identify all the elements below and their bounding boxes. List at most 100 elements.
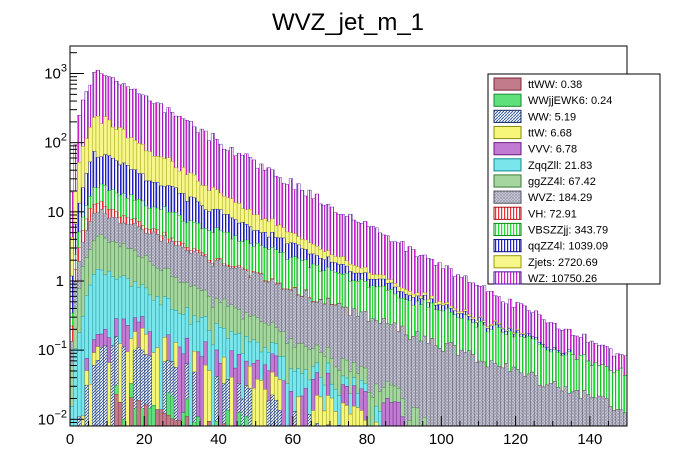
y-tick-label: 103 xyxy=(44,63,67,83)
bar-wvz xyxy=(574,390,579,427)
bar-vvv xyxy=(400,416,405,427)
bar-zqqzll xyxy=(77,332,82,427)
bar-ww xyxy=(292,411,297,427)
y-tick-label: 10−2 xyxy=(38,408,67,428)
bar-wvz xyxy=(448,342,453,427)
bar-wvz xyxy=(474,362,479,427)
bar-ww xyxy=(266,400,271,427)
bar-wwjjewk6 xyxy=(140,408,145,427)
bar-ww xyxy=(92,365,97,427)
bar-ggzz4l xyxy=(407,420,412,427)
bar-wvz xyxy=(519,372,524,427)
bar-ttw xyxy=(355,407,360,427)
bar-zqqzll xyxy=(378,411,383,427)
bar-wvz xyxy=(455,355,461,427)
y-tick-label: 10−1 xyxy=(38,339,67,359)
legend-swatch-wwjjewk6 xyxy=(493,93,522,107)
bar-wvz xyxy=(589,397,594,427)
bar-wvz xyxy=(545,384,550,427)
legend-swatch-ggzz4l xyxy=(493,174,522,188)
bar-wvz xyxy=(463,352,468,427)
bar-ww xyxy=(192,371,197,427)
bar-zqqzll xyxy=(158,304,164,427)
bar-wvz xyxy=(470,354,475,427)
bar-wvz xyxy=(507,371,513,427)
legend: ttWW: 0.38 WWjjEWK6: 0.24 WW: 5.19 ttW: 6.6… xyxy=(487,73,661,285)
bar-ttw xyxy=(88,384,93,427)
bar-wvz xyxy=(600,396,605,427)
bar-zqqzll xyxy=(285,383,290,427)
legend-swatch-zjets xyxy=(493,255,522,269)
bar-wvz xyxy=(441,351,446,427)
bar-ttww xyxy=(129,397,134,427)
bar-ttw xyxy=(255,379,260,427)
bar-vvv xyxy=(396,401,401,427)
bar-vvv xyxy=(281,380,286,427)
legend-swatch-ww xyxy=(493,109,522,123)
bar-vvv xyxy=(177,346,182,427)
bar-wvz xyxy=(481,361,487,427)
bar-wwjjewk6 xyxy=(196,416,201,427)
x-tick-label: 140 xyxy=(577,431,602,448)
bar-ttw xyxy=(229,377,234,427)
bar-zqqzll xyxy=(69,406,74,427)
bar-wvz xyxy=(496,366,501,427)
bar-wvz xyxy=(433,345,438,427)
bar-wvz xyxy=(597,395,602,427)
bar-wvz xyxy=(407,339,412,427)
bar-ttww xyxy=(177,419,182,427)
bar-wvz xyxy=(429,338,435,427)
bar-zqqzll xyxy=(188,323,193,427)
bar-wvz xyxy=(530,371,535,427)
x-tick-label: 60 xyxy=(284,431,301,448)
bar-ggzz4l xyxy=(370,397,375,427)
legend-swatch-wz xyxy=(493,271,522,285)
bar-ttw xyxy=(340,402,345,427)
bar-wvz xyxy=(604,398,609,427)
x-tick-label: 40 xyxy=(210,431,227,448)
bar-vvv xyxy=(385,398,390,427)
bar-wvz xyxy=(585,394,591,427)
bar-ggzz4l xyxy=(411,407,416,427)
bar-wvz xyxy=(559,390,565,427)
bar-wvz xyxy=(418,340,423,427)
bar-vvv xyxy=(196,351,201,427)
bar-ww xyxy=(121,346,126,427)
bar-ttw xyxy=(203,364,208,427)
bar-wvz xyxy=(426,343,431,427)
bar-wvz xyxy=(556,387,561,427)
legend-swatch-zqqzll xyxy=(493,158,522,172)
bar-ww xyxy=(77,416,82,427)
legend-swatch-wvz xyxy=(493,190,522,204)
bar-wwjjewk6 xyxy=(236,412,242,427)
legend-swatch-vh xyxy=(493,206,522,220)
bar-ttww xyxy=(155,409,160,427)
bar-ww xyxy=(248,388,253,427)
legend-swatch-ttw xyxy=(493,125,522,140)
x-tick-label: 120 xyxy=(503,431,528,448)
bar-zqqzll xyxy=(210,344,216,427)
bar-ww xyxy=(274,399,279,427)
bar-wvz xyxy=(537,385,542,427)
bar-wwjjewk6 xyxy=(132,408,138,427)
legend-label-zjets: Zjets: 2720.69 xyxy=(528,257,598,269)
bar-wvz xyxy=(619,409,624,427)
bar-wvz xyxy=(444,343,449,427)
bar-ww xyxy=(270,394,275,427)
bar-wvz xyxy=(563,386,568,427)
x-tick-label: 80 xyxy=(359,431,376,448)
bar-ttw xyxy=(207,370,212,427)
bar-wvz xyxy=(459,349,464,427)
legend-label-vbszzjj: VBSZZjj: 343.79 xyxy=(528,224,608,236)
bar-wvz xyxy=(567,393,572,427)
legend-label-wz: WZ: 10750.26 xyxy=(528,273,597,285)
y-tick-label: 1 xyxy=(56,273,64,290)
bar-wwjjewk6 xyxy=(181,412,186,427)
bar-ttw xyxy=(314,395,319,427)
bar-wvz xyxy=(571,391,576,427)
bar-wvz xyxy=(504,363,509,427)
bar-wwjjewk6 xyxy=(151,405,156,427)
bar-ttw xyxy=(106,362,112,427)
bar-wvz xyxy=(485,366,490,427)
